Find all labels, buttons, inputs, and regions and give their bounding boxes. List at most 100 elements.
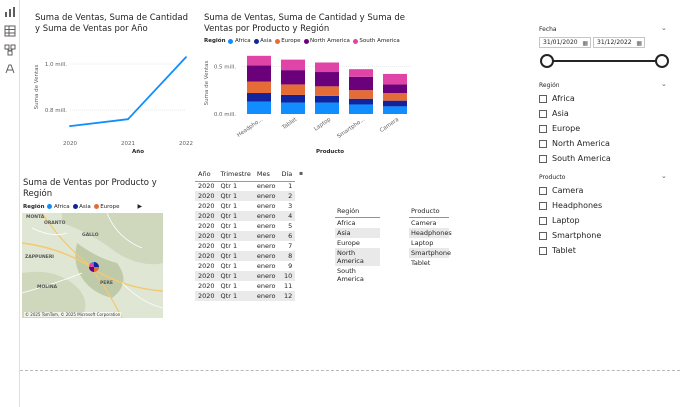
table-row[interactable]: 2020 Qtr 1 enero 2 bbox=[195, 191, 296, 201]
slicer-option[interactable]: Headphones bbox=[539, 201, 602, 210]
calendar-icon[interactable]: ▦ bbox=[636, 40, 642, 47]
bar-segment[interactable] bbox=[315, 86, 339, 96]
table-row[interactable]: 2020 Qtr 1 enero 10 bbox=[195, 271, 296, 281]
list-item[interactable]: Smartphone bbox=[409, 248, 452, 258]
checkbox[interactable] bbox=[539, 246, 547, 255]
column-header[interactable]: Trimestre bbox=[217, 168, 254, 182]
slicer-option[interactable]: Camera bbox=[539, 186, 583, 195]
column-header[interactable]: Día bbox=[278, 168, 296, 182]
table-row[interactable]: 2020 Qtr 1 enero 5 bbox=[195, 221, 295, 231]
bar-segment[interactable] bbox=[349, 76, 373, 91]
bar-segment[interactable] bbox=[383, 106, 407, 114]
checkbox[interactable] bbox=[539, 231, 547, 240]
slicer-option[interactable]: Smartphone bbox=[539, 231, 601, 240]
legend-item[interactable]: Africa bbox=[228, 38, 251, 44]
table-row[interactable]: 2020 Qtr 1 enero 9 bbox=[195, 261, 295, 271]
line-point[interactable] bbox=[185, 56, 187, 58]
legend-item[interactable]: North America bbox=[303, 38, 350, 44]
bar-segment[interactable] bbox=[383, 93, 407, 101]
table-row[interactable]: 2020 Qtr 1 enero 1 bbox=[195, 181, 295, 191]
list-item[interactable]: Africa bbox=[337, 219, 356, 227]
line-point[interactable] bbox=[69, 125, 71, 127]
bar-segment[interactable] bbox=[247, 55, 271, 66]
bar-segment[interactable] bbox=[315, 95, 339, 103]
bar-segment[interactable] bbox=[281, 84, 305, 95]
date-table[interactable]: Año Trimestre Mes Día 2020 Qtr 1 enero 1 2020 Qt… bbox=[195, 168, 296, 301]
line-series[interactable] bbox=[69, 56, 187, 127]
map-legend-item[interactable]: Europe bbox=[93, 204, 120, 210]
bar-segment[interactable] bbox=[281, 102, 305, 114]
slicer-option[interactable]: Laptop bbox=[539, 216, 580, 225]
range-end-handle[interactable] bbox=[655, 54, 669, 68]
table-row[interactable]: 2020 Qtr 1 enero 6 bbox=[195, 231, 296, 241]
bar-segment[interactable] bbox=[281, 94, 305, 103]
date-slicer-chevron-icon[interactable]: ⌄ bbox=[661, 24, 667, 32]
legend-item[interactable]: South America bbox=[352, 38, 400, 44]
column-header[interactable]: Mes bbox=[253, 168, 279, 182]
bar-segment[interactable] bbox=[281, 70, 305, 85]
bar-segment[interactable] bbox=[247, 81, 271, 94]
map-area[interactable]: MONTA GALLO ZAPPUNERI ORANTO PERE MOLINA… bbox=[22, 213, 163, 318]
stacked-bar-chart[interactable]: 0.5 mill. 0.0 mill. Suma de Ventas Headpho.… bbox=[200, 48, 420, 156]
model-view-icon[interactable] bbox=[3, 43, 17, 57]
table-row[interactable]: 2020 Qtr 1 enero 7 bbox=[195, 241, 295, 251]
table-row[interactable]: 2020 Qtr 1 enero 4 bbox=[195, 211, 296, 221]
list-item[interactable]: Europe bbox=[337, 239, 360, 247]
bar-segment[interactable] bbox=[349, 90, 373, 99]
date-range-track[interactable] bbox=[547, 60, 662, 62]
bar-segment[interactable] bbox=[247, 93, 271, 102]
region-slicer-chevron-icon[interactable]: ⌄ bbox=[661, 80, 667, 88]
table-resize-handle[interactable]: ▪ bbox=[299, 170, 304, 177]
report-view-icon[interactable] bbox=[3, 5, 17, 19]
checkbox[interactable] bbox=[539, 216, 547, 225]
bar-segment[interactable] bbox=[247, 65, 271, 82]
product-list[interactable]: Producto Camera Headphones Laptop Smartphon… bbox=[409, 207, 452, 268]
checkbox[interactable] bbox=[539, 186, 547, 195]
list-item[interactable]: North America bbox=[335, 248, 380, 266]
bar-segment[interactable] bbox=[315, 62, 339, 73]
checkbox[interactable] bbox=[539, 94, 547, 103]
list-item[interactable]: Camera bbox=[411, 219, 437, 227]
map-legend-item[interactable]: Asia bbox=[72, 204, 91, 210]
checkbox[interactable] bbox=[539, 154, 547, 163]
slicer-option[interactable]: Tablet bbox=[539, 246, 576, 255]
slicer-option[interactable]: Africa bbox=[539, 94, 575, 103]
bar-segment[interactable] bbox=[349, 98, 373, 105]
bar-segment[interactable] bbox=[383, 84, 407, 94]
list-item[interactable]: Asia bbox=[335, 228, 380, 238]
legend-item[interactable]: Europe bbox=[274, 38, 301, 44]
bar-segment[interactable] bbox=[281, 59, 305, 71]
product-slicer-chevron-icon[interactable]: ⌄ bbox=[661, 172, 667, 180]
checkbox[interactable] bbox=[539, 139, 547, 148]
bar-segment[interactable] bbox=[349, 69, 373, 77]
list-item[interactable]: Headphones bbox=[409, 228, 452, 238]
table-row[interactable]: 2020 Qtr 1 enero 12 bbox=[195, 291, 296, 301]
bar-segment[interactable] bbox=[383, 73, 407, 85]
bar-segment[interactable] bbox=[349, 104, 373, 114]
region-list[interactable]: Región Africa Asia Europe North America Sout… bbox=[335, 207, 380, 284]
table-row[interactable]: 2020 Qtr 1 enero 8 bbox=[195, 251, 296, 261]
slicer-option[interactable]: North America bbox=[539, 139, 610, 148]
start-date-input[interactable]: 31/01/2020 ▦ bbox=[539, 37, 591, 48]
checkbox[interactable] bbox=[539, 124, 547, 133]
legend-item[interactable]: Asia bbox=[253, 38, 272, 44]
checkbox[interactable] bbox=[539, 109, 547, 118]
bar-segment[interactable] bbox=[383, 100, 407, 107]
map-legend-item[interactable]: Africa bbox=[47, 204, 70, 210]
bar-segment[interactable] bbox=[315, 72, 339, 87]
legend-next-icon[interactable]: ▶ bbox=[137, 203, 143, 210]
list-item[interactable]: South America bbox=[337, 267, 364, 283]
calendar-icon[interactable]: ▦ bbox=[582, 40, 588, 47]
column-header[interactable]: Año bbox=[195, 168, 218, 182]
bar-segment[interactable] bbox=[247, 101, 271, 114]
table-row[interactable]: 2020 Qtr 1 enero 3 bbox=[195, 201, 295, 211]
map-pie-marker[interactable] bbox=[22, 213, 163, 318]
slicer-option[interactable]: South America bbox=[539, 154, 611, 163]
range-start-handle[interactable] bbox=[540, 54, 554, 68]
list-item[interactable]: Tablet bbox=[411, 259, 431, 267]
list-item[interactable]: Laptop bbox=[411, 239, 434, 247]
line-chart[interactable]: 1.0 mill. 0.8 mill. Suma de Ventas 2020 2021… bbox=[28, 33, 198, 160]
end-date-input[interactable]: 31/12/2022 ▦ bbox=[593, 37, 645, 48]
line-point[interactable] bbox=[127, 118, 129, 121]
bar-segment[interactable] bbox=[315, 102, 339, 114]
